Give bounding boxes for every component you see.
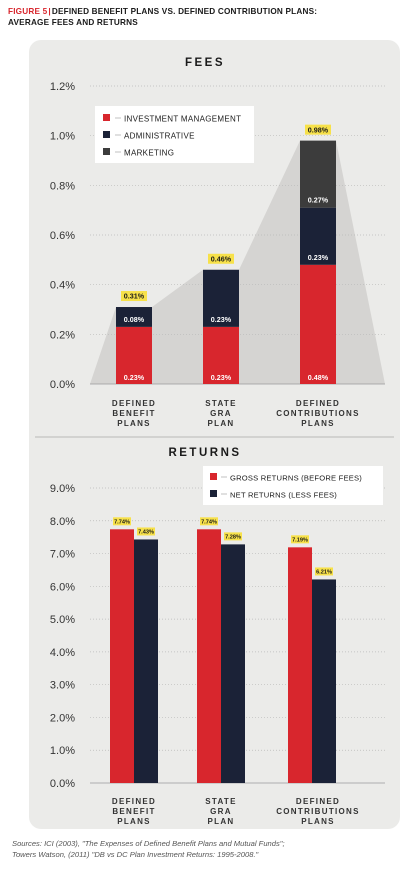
figure-subtitle: AVERAGE FEES AND RETURNS: [8, 18, 138, 27]
fees-legend-swatch: [103, 131, 110, 138]
returns-y-tick-label: 9.0%: [50, 483, 75, 495]
returns-value-label: 6.21%: [316, 569, 332, 575]
returns-legend-swatch: [210, 473, 217, 480]
fees-category-label: DEFINED: [112, 399, 156, 408]
figure-title-line1: FIGURE 5|DEFINED BENEFIT PLANS VS. DEFIN…: [8, 6, 403, 17]
returns-value-label-box: [200, 517, 218, 526]
returns-bar: [110, 529, 134, 783]
returns-chart-title: RETURNS: [168, 447, 241, 459]
fees-total-label: 0.98%: [308, 125, 329, 134]
fees-total-label-box: [121, 291, 147, 302]
fees-category-label: GRA: [210, 409, 232, 418]
fees-total-label: 0.31%: [124, 292, 145, 301]
returns-value-label-box: [137, 527, 155, 536]
fees-segment-value-label: 0.08%: [124, 315, 145, 324]
returns-y-tick-label: 3.0%: [50, 680, 75, 692]
returns-y-tick-label: 2.0%: [50, 712, 75, 724]
returns-category-label: DEFINED: [112, 797, 156, 806]
returns-bar: [197, 529, 221, 783]
fees-segment-value-label: 0.23%: [211, 315, 232, 324]
returns-y-tick-label: 1.0%: [50, 745, 75, 757]
fees-chart-title: FEES: [185, 57, 225, 69]
fees-bar-segment: [203, 326, 239, 384]
fees-category-label: DEFINED: [296, 399, 340, 408]
fees-segment-value-label: 0.23%: [211, 373, 232, 382]
fees-y-tick-label: 0.6%: [50, 230, 75, 242]
fees-bar-segment: [300, 264, 336, 384]
fees-total-label: 0.46%: [211, 254, 232, 263]
fees-category-label: STATE: [205, 399, 237, 408]
returns-category-label: PLAN: [208, 817, 235, 826]
fees-legend-label: MARKETING: [124, 149, 174, 158]
fees-bar-segment: [116, 326, 152, 384]
returns-legend-swatch: [210, 490, 217, 497]
fees-y-tick-label: 0.8%: [50, 180, 75, 192]
returns-value-label: 7.74%: [201, 519, 217, 525]
returns-category-label: GRA: [210, 807, 232, 816]
returns-value-label: 7.19%: [292, 537, 308, 543]
fees-legend-swatch: [103, 114, 110, 121]
fees-segment-value-label: 0.23%: [308, 253, 329, 262]
figure-title: DEFINED BENEFIT PLANS VS. DEFINED CONTRI…: [51, 7, 318, 16]
fees-y-tick-label: 0.2%: [50, 329, 75, 341]
fees-total-label-box: [208, 253, 234, 264]
returns-value-label-box: [113, 517, 131, 526]
fees-category-label: PLAN: [208, 419, 235, 428]
returns-legend-label: GROSS RETURNS (BEFORE FEES): [230, 474, 362, 483]
returns-bar: [221, 544, 245, 783]
fees-category-label: PLANS: [117, 419, 151, 428]
fees-total-label-box: [305, 124, 331, 135]
returns-value-label-box: [291, 535, 309, 544]
returns-category-label: PLANS: [301, 817, 335, 826]
sources-note: Sources: ICI (2003), "The Expenses of De…: [12, 838, 402, 860]
fees-legend-box: [95, 106, 254, 163]
fees-y-tick-label: 1.0%: [50, 131, 75, 143]
fees-y-tick-label: 0.0%: [50, 379, 75, 391]
returns-value-label: 7.28%: [225, 534, 241, 540]
fees-bar-segment: [116, 307, 152, 327]
returns-category-label: STATE: [205, 797, 237, 806]
returns-legend-box: [203, 466, 383, 505]
source-line-1: Sources: ICI (2003), "The Expenses of De…: [12, 839, 285, 848]
returns-y-tick-label: 7.0%: [50, 549, 75, 561]
fees-segment-value-label: 0.23%: [124, 373, 145, 382]
figure-label: FIGURE 5: [8, 7, 48, 16]
returns-y-tick-label: 4.0%: [50, 647, 75, 659]
returns-category-label: BENEFIT: [112, 807, 155, 816]
source-line-2: Towers Watson, (2011) "DB vs DC Plan Inv…: [12, 850, 259, 859]
returns-value-label-box: [315, 567, 333, 576]
fees-bar-segment: [300, 207, 336, 265]
fees-legend-label: INVESTMENT MANAGEMENT: [124, 115, 241, 124]
returns-y-tick-label: 8.0%: [50, 516, 75, 528]
fees-category-label: PLANS: [301, 419, 335, 428]
returns-bar: [134, 539, 158, 783]
returns-category-label: CONTRIBUTIONS: [276, 807, 360, 816]
fees-segment-value-label: 0.27%: [308, 196, 329, 205]
returns-value-label-box: [224, 532, 242, 541]
returns-value-label: 7.74%: [114, 519, 130, 525]
title-separator: |: [48, 7, 51, 16]
fees-segment-value-label: 0.48%: [308, 373, 329, 382]
returns-legend-label: NET RETURNS (LESS FEES): [230, 491, 337, 500]
fees-category-label: CONTRIBUTIONS: [276, 409, 360, 418]
fees-legend-swatch: [103, 148, 110, 155]
returns-category-label: PLANS: [117, 817, 151, 826]
fees-category-label: BENEFIT: [112, 409, 155, 418]
fees-y-tick-label: 1.2%: [50, 81, 75, 93]
fees-y-tick-label: 0.4%: [50, 280, 75, 292]
fees-bar-segment: [203, 269, 239, 327]
fees-legend-label: ADMINISTRATIVE: [124, 132, 195, 141]
returns-y-tick-label: 0.0%: [50, 778, 75, 790]
returns-y-tick-label: 6.0%: [50, 581, 75, 593]
fees-bar-segment: [300, 140, 336, 208]
returns-bar: [312, 579, 336, 783]
returns-y-tick-label: 5.0%: [50, 614, 75, 626]
returns-bar: [288, 547, 312, 783]
figure-header: FIGURE 5|DEFINED BENEFIT PLANS VS. DEFIN…: [8, 6, 403, 28]
returns-category-label: DEFINED: [296, 797, 340, 806]
returns-value-label: 7.43%: [138, 529, 154, 535]
